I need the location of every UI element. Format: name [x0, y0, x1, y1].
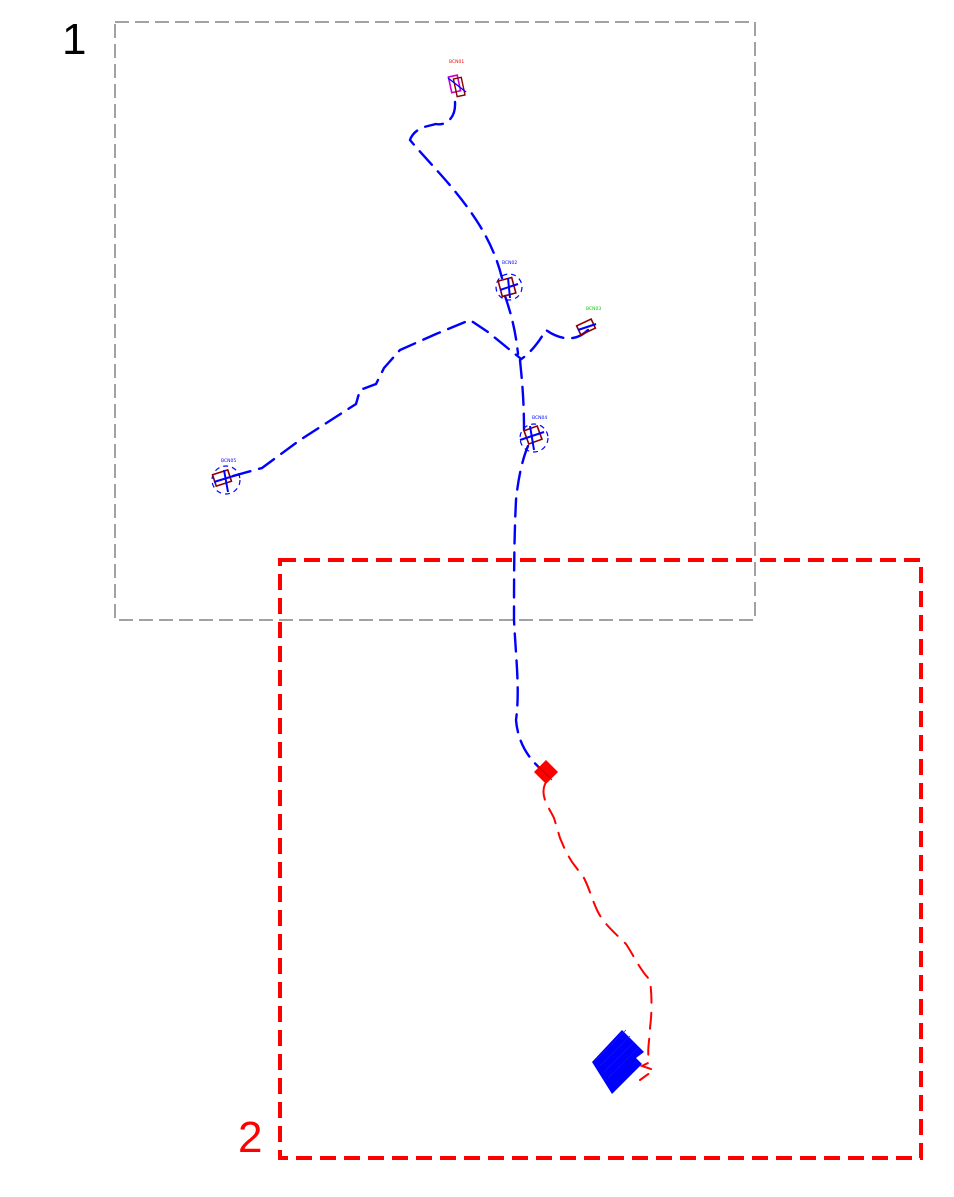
route-bcn03-branch [518, 328, 590, 362]
red-route [542, 783, 657, 1081]
route-bcn01-to-bcn02 [408, 100, 504, 280]
station-bcn01-label: BCN01 [449, 59, 464, 65]
station-bcn03-label: BCN03 [586, 306, 601, 312]
station-bcn05-label: BCN05 [221, 458, 236, 464]
station-bcn05: BCN05 [211, 458, 241, 495]
red-transition-marker [534, 760, 558, 784]
panel-1-number: 1 [62, 15, 87, 64]
route-junction-to-bcn04 [518, 358, 526, 432]
station-bcn03: BCN03 [575, 306, 601, 336]
panel-2-number: 2 [238, 1113, 263, 1162]
station-bcn02: BCN02 [495, 260, 523, 301]
transition-block [534, 760, 558, 784]
terminal-polygon [592, 1030, 644, 1094]
station-bcn02-label: BCN02 [502, 260, 517, 266]
route-bcn02-to-junction [503, 294, 520, 356]
blue-route-network [231, 100, 590, 772]
panel-1-outline [114, 21, 756, 621]
route-bcn05-branch [231, 318, 522, 478]
route-red-to-terminal [542, 783, 657, 1081]
panel-2-outline [278, 558, 923, 1160]
station-bcn01: BCN01 [447, 59, 467, 98]
station-bcn04: BCN04 [519, 415, 549, 453]
station-bcn04-label: BCN04 [532, 415, 547, 421]
terminal-block [592, 1029, 644, 1094]
route-bcn04-south [512, 444, 544, 772]
